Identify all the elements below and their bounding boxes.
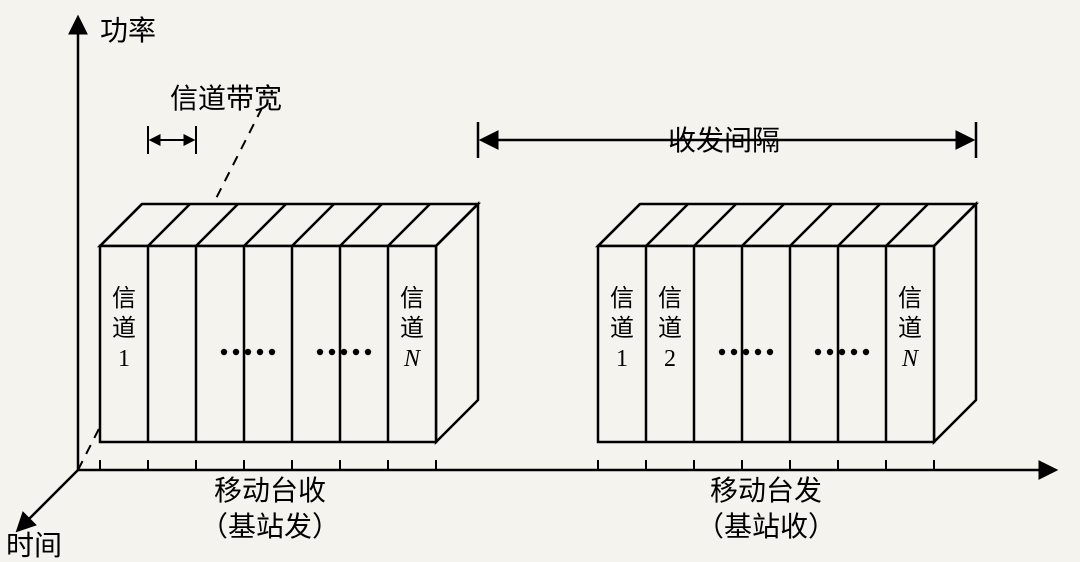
fdma-diagram: 功率 时间 信道带宽 收发间隔 移动台收 （基站发） 移动台发 （基站收） 信道… — [0, 0, 1080, 562]
group2-label-line2: （基站收） — [696, 511, 836, 543]
y-axis-label: 功率 — [100, 15, 156, 47]
bandwidth-marker — [148, 126, 196, 154]
time-axis-label: 时间 — [6, 530, 62, 562]
gap-label: 收发间隔 — [668, 125, 780, 157]
axis-ticks — [100, 460, 934, 470]
time-axis — [18, 470, 78, 530]
ellipsis-dots — [221, 349, 869, 355]
group2-label-line1: 移动台发 — [710, 475, 822, 507]
group1-label-line2: （基站发） — [200, 511, 340, 543]
bandwidth-label: 信道带宽 — [170, 83, 282, 115]
group1-label-line1: 移动台收 — [214, 475, 326, 507]
